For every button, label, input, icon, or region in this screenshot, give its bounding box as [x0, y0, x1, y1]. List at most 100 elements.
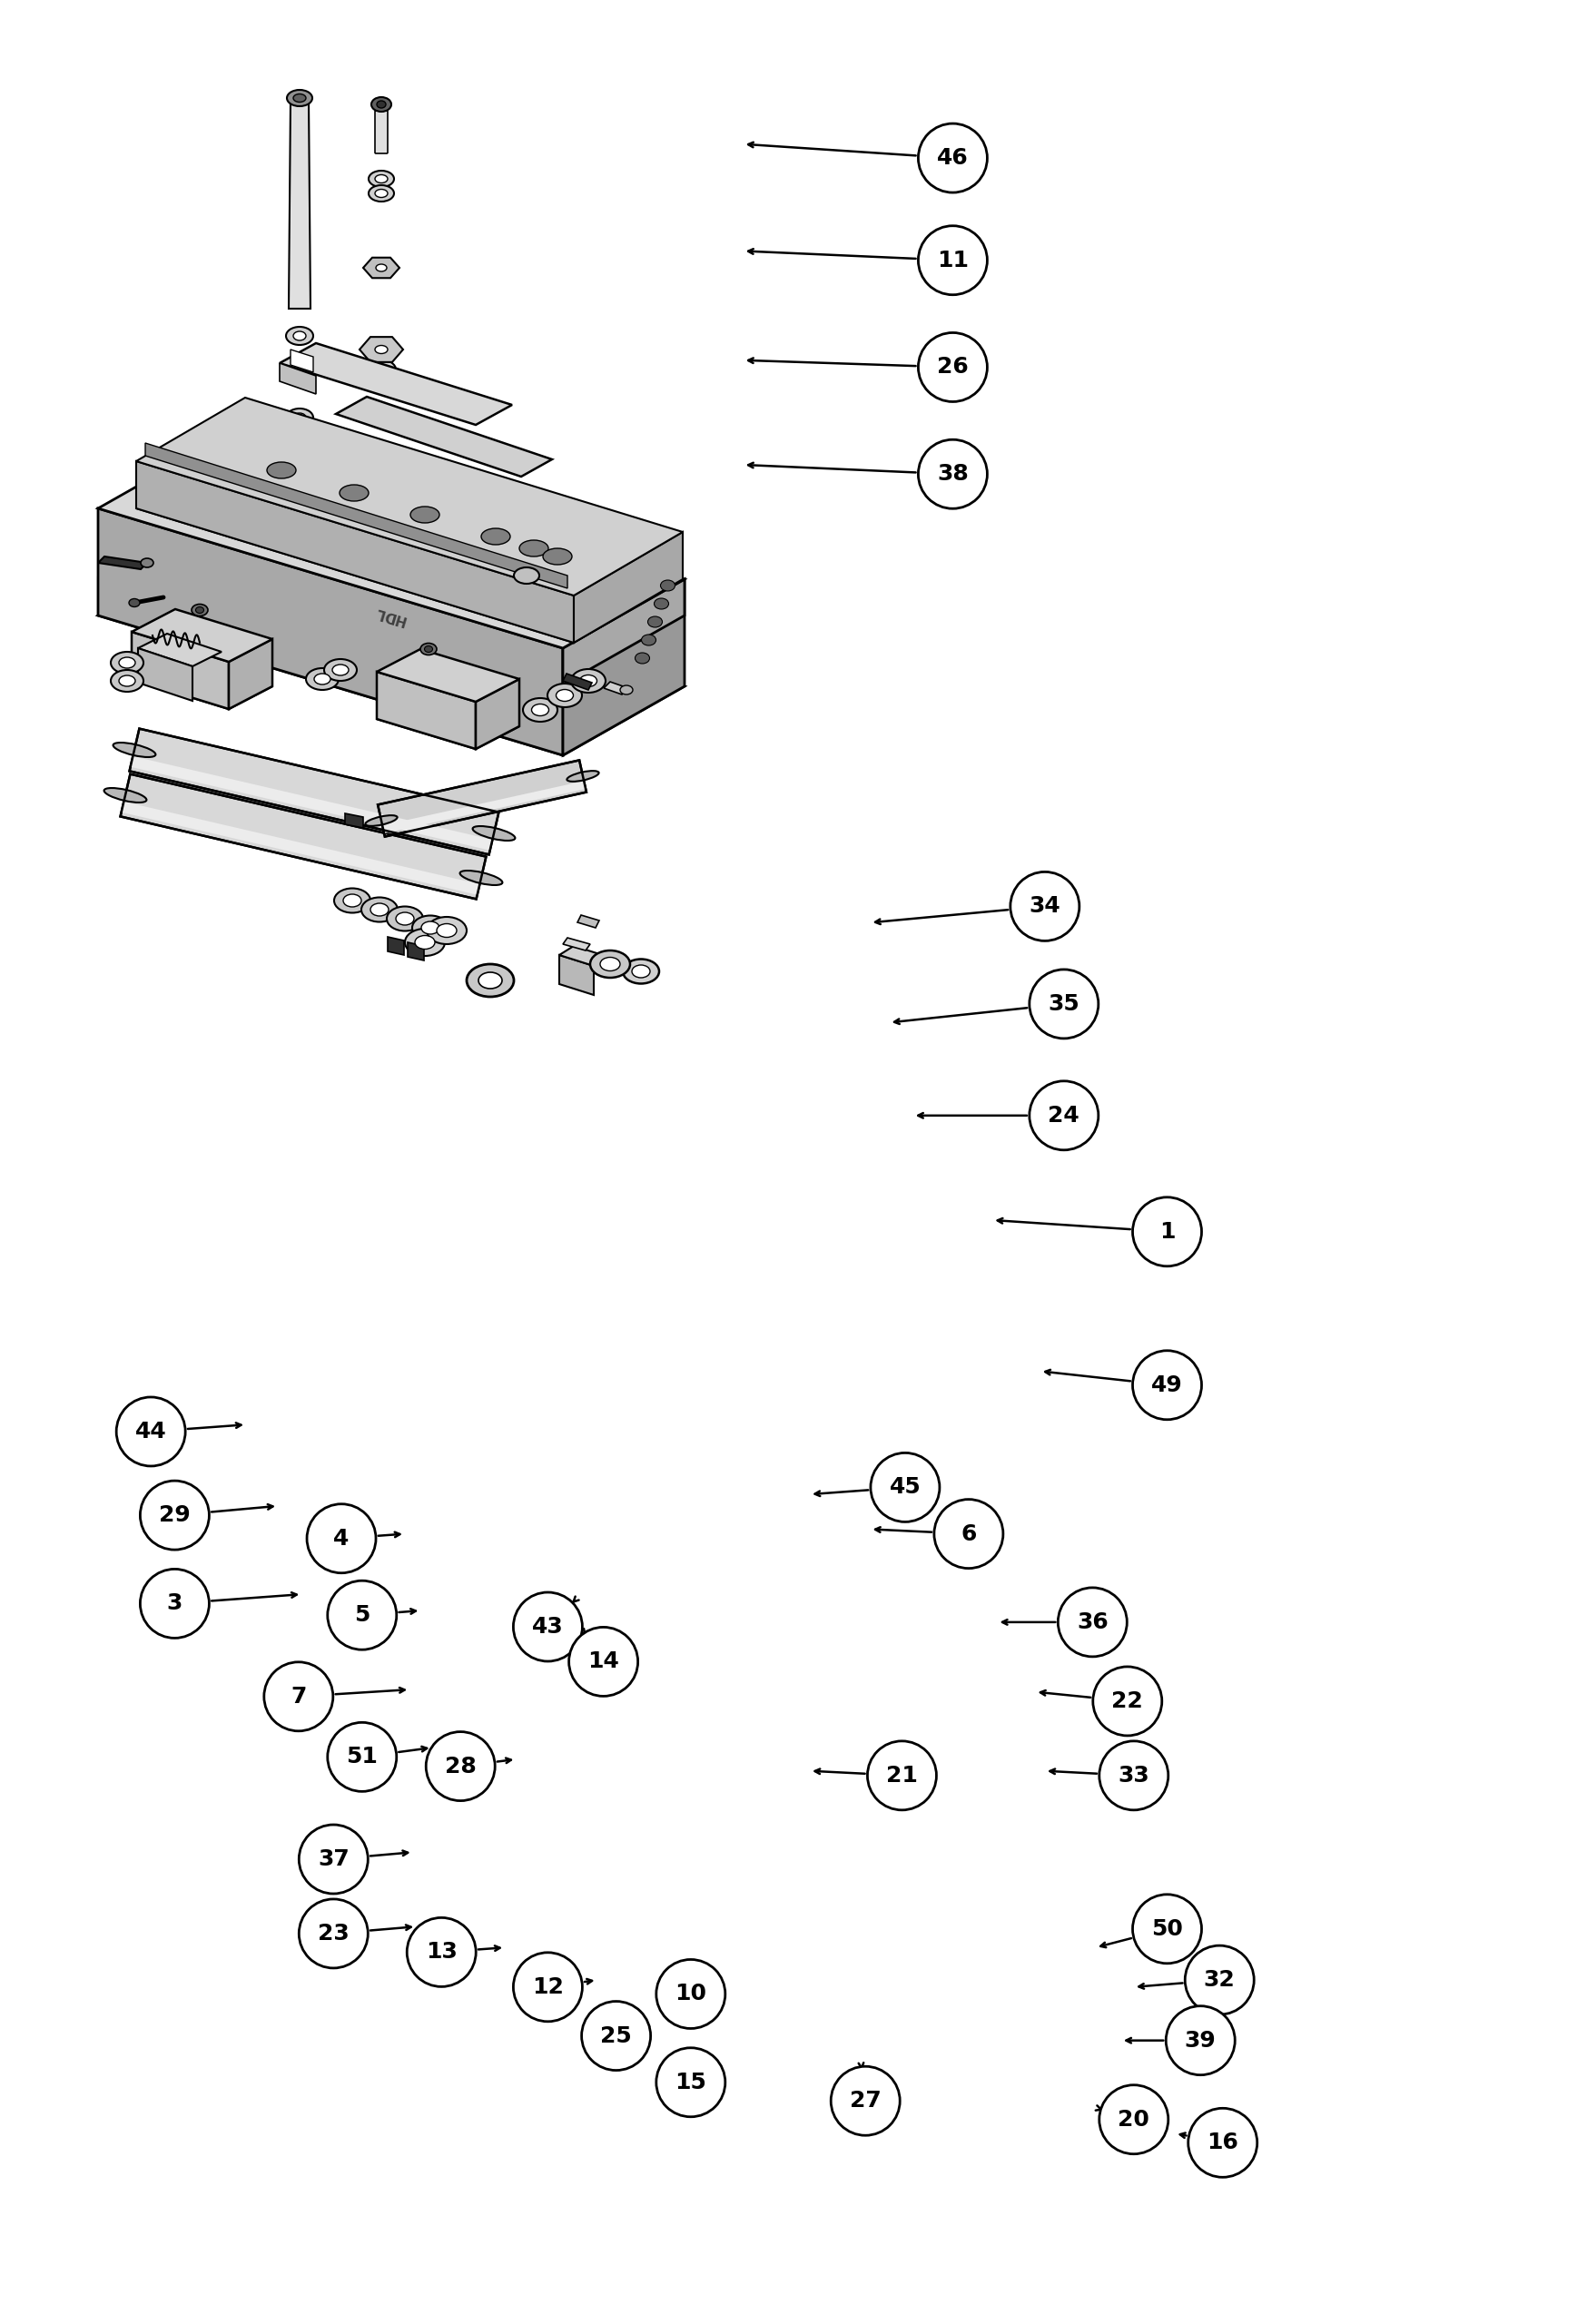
- Polygon shape: [603, 681, 628, 695]
- Ellipse shape: [343, 895, 362, 906]
- Polygon shape: [279, 363, 316, 395]
- Ellipse shape: [119, 676, 135, 686]
- Circle shape: [1028, 1081, 1098, 1150]
- Circle shape: [917, 332, 987, 402]
- Circle shape: [830, 2066, 900, 2136]
- Ellipse shape: [294, 93, 306, 102]
- Text: 14: 14: [587, 1650, 619, 1673]
- Ellipse shape: [294, 372, 306, 381]
- Text: 29: 29: [159, 1504, 190, 1527]
- Ellipse shape: [141, 558, 154, 567]
- Text: 25: 25: [600, 2024, 632, 2047]
- Ellipse shape: [267, 462, 295, 479]
- Polygon shape: [136, 460, 573, 644]
- Polygon shape: [476, 679, 519, 748]
- Ellipse shape: [414, 937, 435, 948]
- Text: 16: 16: [1206, 2131, 1238, 2154]
- Ellipse shape: [622, 960, 659, 983]
- FancyBboxPatch shape: [375, 112, 387, 153]
- Text: 6: 6: [960, 1522, 976, 1545]
- Ellipse shape: [370, 904, 389, 916]
- Text: 10: 10: [674, 1982, 706, 2006]
- Text: 37: 37: [317, 1848, 349, 1871]
- Polygon shape: [559, 946, 608, 967]
- Circle shape: [327, 1722, 397, 1792]
- Ellipse shape: [405, 930, 444, 955]
- Ellipse shape: [548, 683, 581, 706]
- Ellipse shape: [111, 651, 143, 674]
- Circle shape: [917, 225, 987, 295]
- Polygon shape: [98, 546, 684, 755]
- Ellipse shape: [375, 174, 387, 184]
- Ellipse shape: [195, 607, 203, 614]
- Circle shape: [513, 1592, 582, 1662]
- Ellipse shape: [413, 916, 448, 939]
- Ellipse shape: [324, 660, 357, 681]
- Polygon shape: [121, 802, 479, 895]
- Ellipse shape: [532, 704, 549, 716]
- Circle shape: [917, 439, 987, 509]
- Ellipse shape: [632, 964, 649, 978]
- Polygon shape: [229, 639, 273, 709]
- Text: 32: 32: [1203, 1968, 1235, 1992]
- Ellipse shape: [286, 367, 313, 386]
- Ellipse shape: [660, 581, 674, 590]
- Circle shape: [1092, 1666, 1162, 1736]
- Text: 34: 34: [1028, 895, 1060, 918]
- Text: 50: 50: [1151, 1917, 1182, 1941]
- Circle shape: [655, 2047, 725, 2117]
- Polygon shape: [135, 730, 498, 834]
- Circle shape: [140, 1569, 209, 1638]
- Circle shape: [327, 1580, 397, 1650]
- Polygon shape: [98, 576, 562, 744]
- Ellipse shape: [340, 486, 368, 502]
- Ellipse shape: [621, 686, 633, 695]
- Circle shape: [1165, 2006, 1235, 2075]
- Polygon shape: [376, 672, 476, 748]
- Circle shape: [263, 1662, 333, 1731]
- Polygon shape: [336, 397, 552, 476]
- Ellipse shape: [287, 91, 313, 107]
- Polygon shape: [121, 774, 486, 899]
- Circle shape: [306, 1504, 376, 1573]
- Ellipse shape: [375, 346, 387, 353]
- Polygon shape: [144, 444, 567, 588]
- Circle shape: [425, 1731, 495, 1801]
- Polygon shape: [98, 439, 684, 648]
- Polygon shape: [125, 774, 486, 878]
- Text: 5: 5: [354, 1604, 370, 1627]
- Polygon shape: [573, 532, 682, 644]
- Ellipse shape: [567, 772, 598, 781]
- Polygon shape: [562, 674, 592, 690]
- Ellipse shape: [427, 918, 467, 944]
- Text: 15: 15: [674, 2071, 706, 2094]
- Circle shape: [513, 1952, 582, 2022]
- Ellipse shape: [481, 528, 509, 544]
- Text: 39: 39: [1184, 2029, 1216, 2052]
- Polygon shape: [130, 755, 492, 851]
- Circle shape: [870, 1452, 940, 1522]
- Ellipse shape: [647, 616, 662, 627]
- Circle shape: [1132, 1197, 1201, 1267]
- Polygon shape: [562, 579, 684, 755]
- Ellipse shape: [543, 548, 571, 565]
- Polygon shape: [132, 609, 273, 662]
- Ellipse shape: [111, 669, 143, 693]
- Circle shape: [655, 1959, 725, 2029]
- Ellipse shape: [286, 328, 313, 344]
- Ellipse shape: [571, 669, 605, 693]
- Text: 3: 3: [167, 1592, 183, 1615]
- Ellipse shape: [371, 98, 390, 112]
- Ellipse shape: [375, 188, 387, 198]
- Polygon shape: [136, 397, 682, 595]
- Text: 4: 4: [333, 1527, 349, 1550]
- Polygon shape: [290, 349, 313, 372]
- Circle shape: [1132, 1350, 1201, 1420]
- Ellipse shape: [314, 674, 330, 686]
- Polygon shape: [136, 444, 682, 644]
- Polygon shape: [138, 634, 222, 667]
- Text: 11: 11: [936, 249, 968, 272]
- Ellipse shape: [421, 644, 436, 655]
- Ellipse shape: [368, 170, 394, 186]
- Ellipse shape: [294, 414, 306, 423]
